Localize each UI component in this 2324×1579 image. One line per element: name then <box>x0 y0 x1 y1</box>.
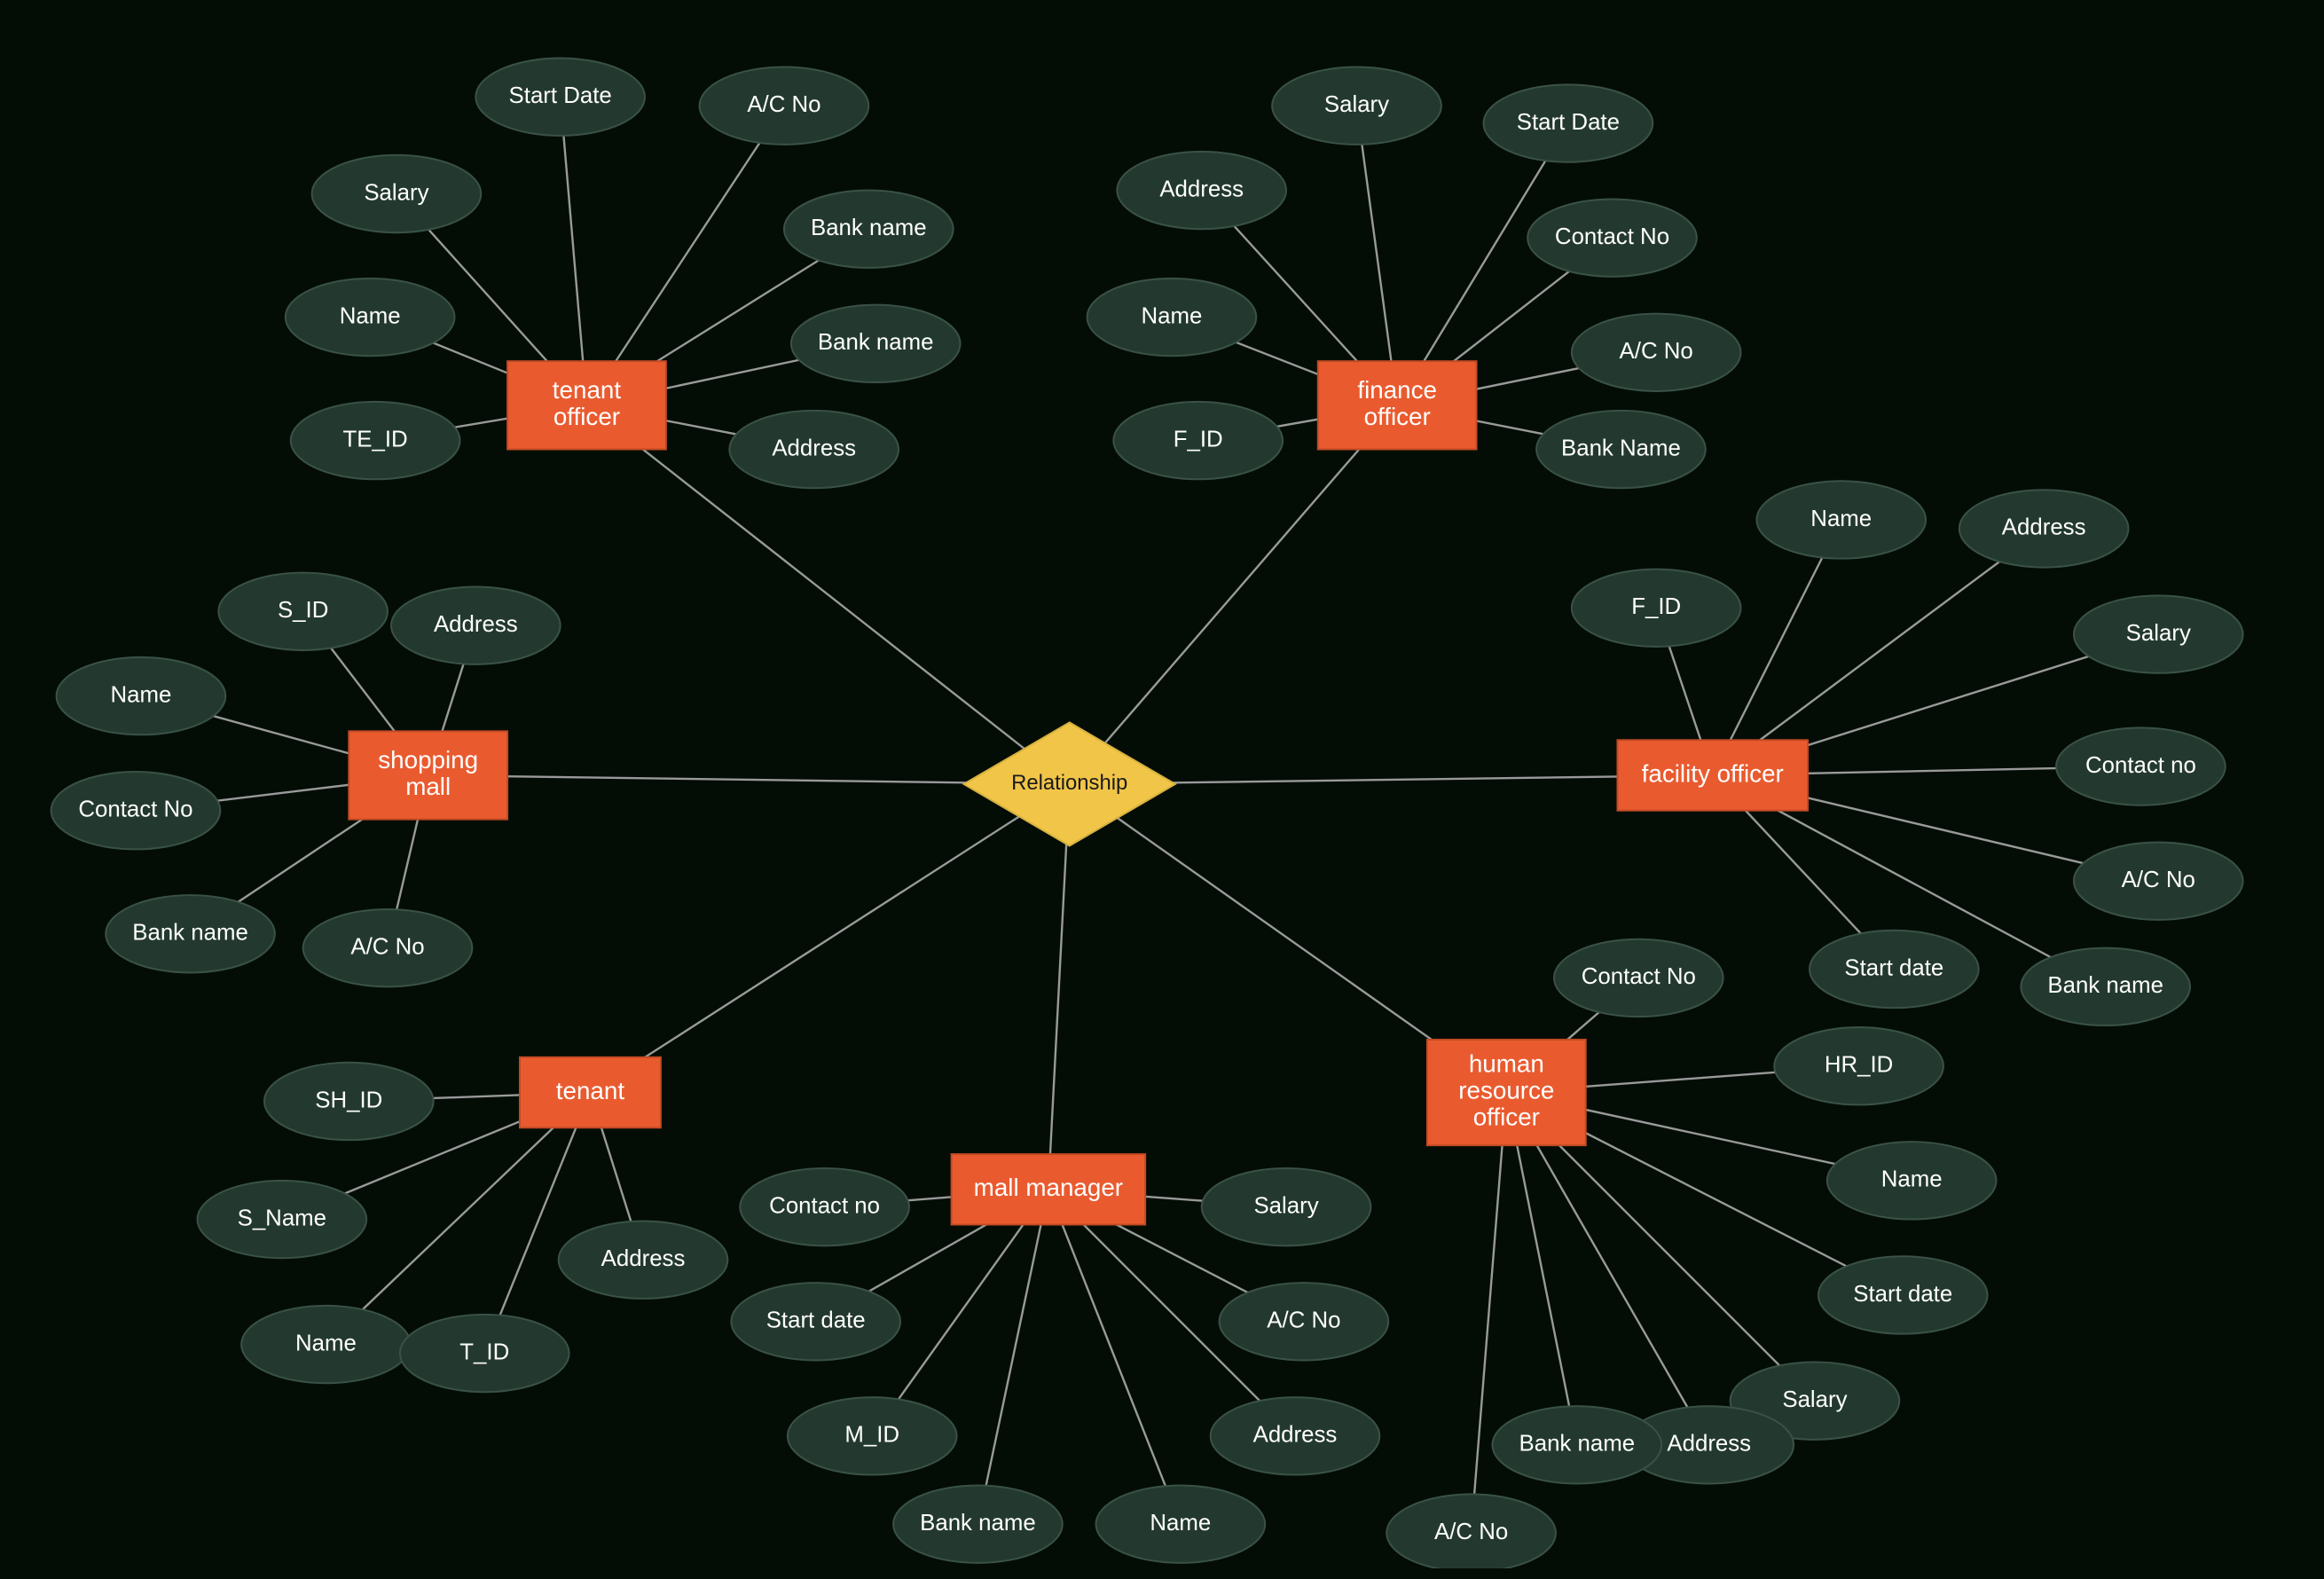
attr-label-12: Name <box>1141 303 1202 328</box>
entity-label-mall-manager: mall manager <box>974 1174 1123 1201</box>
attr-label-21: A/C No <box>350 934 424 959</box>
attr-label-17: Address <box>434 612 518 637</box>
attr-label-47: Salary <box>1782 1387 1847 1412</box>
attr-label-29: Bank name <box>2047 973 2163 998</box>
attr-label-10: Address <box>1159 177 1244 201</box>
attr-label-5: Bank name <box>818 330 934 355</box>
entity-label-finance-officer: financeofficer <box>1357 376 1437 430</box>
attr-label-25: Salary <box>2126 621 2191 646</box>
attr-label-30: SH_ID <box>315 1088 382 1112</box>
attr-label-9: Start Date <box>1517 110 1620 135</box>
attr-label-39: M_ID <box>844 1423 899 1448</box>
edge-attr-42 <box>1048 1190 1181 1524</box>
attr-label-11: Contact No <box>1555 224 1669 249</box>
attr-label-40: Address <box>1253 1423 1338 1448</box>
attr-label-45: Name <box>1881 1167 1943 1192</box>
edge-attr-33 <box>484 1093 590 1354</box>
attr-label-35: Contact no <box>769 1193 880 1218</box>
attr-label-43: Contact No <box>1582 964 1696 989</box>
entity-label-tenant: tenant <box>556 1077 625 1104</box>
attr-label-28: Start date <box>1844 955 1943 980</box>
attr-label-22: Name <box>1810 507 1872 531</box>
attr-label-41: Bank name <box>920 1511 1036 1536</box>
attr-label-36: Salary <box>1253 1193 1318 1218</box>
attr-label-33: T_ID <box>459 1339 509 1364</box>
attr-label-3: Bank name <box>811 216 927 240</box>
attr-label-6: TE_ID <box>343 427 408 452</box>
attr-label-31: S_Name <box>238 1206 326 1230</box>
attr-label-0: Start Date <box>509 83 612 108</box>
attr-label-32: Name <box>295 1331 357 1355</box>
attr-label-20: Bank name <box>132 921 248 946</box>
attr-label-1: A/C No <box>747 92 820 117</box>
attr-label-7: Address <box>772 436 856 460</box>
attr-label-34: Address <box>601 1246 686 1271</box>
entity-label-tenant-officer: tenantofficer <box>553 376 622 430</box>
attr-label-19: Contact No <box>78 797 192 822</box>
attr-label-48: Address <box>1667 1432 1751 1457</box>
nodes: Relationshiptenantofficerfinanceofficers… <box>51 59 2243 1568</box>
attr-label-14: F_ID <box>1174 427 1223 452</box>
relationship-label: Relationship <box>1011 771 1127 795</box>
edge-tenant <box>590 784 1069 1093</box>
attr-label-23: Address <box>2002 515 2086 540</box>
attr-label-42: Name <box>1150 1511 1211 1536</box>
attr-label-50: A/C No <box>1434 1520 1508 1544</box>
attr-label-2: Salary <box>364 180 428 205</box>
attr-label-13: A/C No <box>1620 339 1693 364</box>
er-diagram: Relationshiptenantofficerfinanceofficers… <box>0 0 2324 1568</box>
attr-label-44: HR_ID <box>1825 1053 1893 1078</box>
attr-label-24: F_ID <box>1631 594 1681 619</box>
entity-label-facility-officer: facility officer <box>1642 759 1784 787</box>
attr-label-49: Bank name <box>1519 1432 1635 1457</box>
attr-label-18: Name <box>110 682 171 707</box>
attr-label-38: A/C No <box>1267 1308 1340 1333</box>
attr-label-37: Start date <box>766 1308 866 1333</box>
attr-label-4: Name <box>340 303 401 328</box>
attr-label-15: Bank Name <box>1561 436 1681 460</box>
attr-label-27: A/C No <box>2122 868 2195 892</box>
attr-label-16: S_ID <box>278 598 328 623</box>
edge-attr-0 <box>561 97 587 405</box>
attr-label-26: Contact no <box>2085 753 2196 778</box>
edge-attr-23 <box>1713 529 2044 775</box>
edge-attr-50 <box>1472 1093 1507 1534</box>
attr-label-8: Salary <box>1324 92 1389 117</box>
attr-label-46: Start date <box>1853 1282 1952 1307</box>
